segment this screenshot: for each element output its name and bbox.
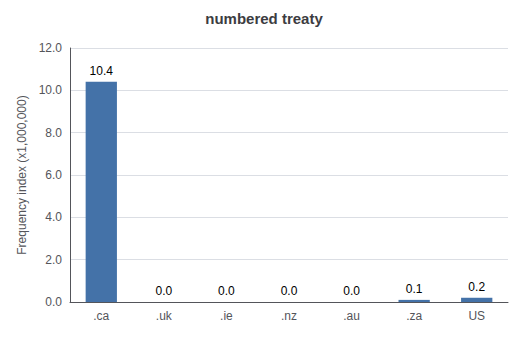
svg-text:10.0: 10.0 xyxy=(39,83,63,97)
svg-text:0.1: 0.1 xyxy=(406,282,423,296)
svg-text:0.0: 0.0 xyxy=(281,284,298,298)
svg-text:4.0: 4.0 xyxy=(45,210,62,224)
svg-text:8.0: 8.0 xyxy=(45,126,62,140)
svg-text:0.0: 0.0 xyxy=(218,284,235,298)
svg-text:0.2: 0.2 xyxy=(468,280,485,294)
svg-text:.nz: .nz xyxy=(281,309,297,323)
svg-text:numbered treaty: numbered treaty xyxy=(205,10,323,27)
svg-text:Frequency index (x1,000,000): Frequency index (x1,000,000) xyxy=(15,95,29,254)
svg-text:.za: .za xyxy=(406,309,422,323)
svg-text:2.0: 2.0 xyxy=(45,253,62,267)
svg-text:0.0: 0.0 xyxy=(156,284,173,298)
svg-text:12.0: 12.0 xyxy=(39,41,63,55)
svg-text:0.0: 0.0 xyxy=(45,295,62,309)
svg-text:.uk: .uk xyxy=(156,309,173,323)
svg-text:US: US xyxy=(468,309,485,323)
svg-text:.ie: .ie xyxy=(220,309,233,323)
svg-text:10.4: 10.4 xyxy=(90,64,114,78)
svg-text:6.0: 6.0 xyxy=(45,168,62,182)
svg-text:0.0: 0.0 xyxy=(343,284,360,298)
svg-text:.au: .au xyxy=(343,309,360,323)
svg-text:.ca: .ca xyxy=(93,309,109,323)
